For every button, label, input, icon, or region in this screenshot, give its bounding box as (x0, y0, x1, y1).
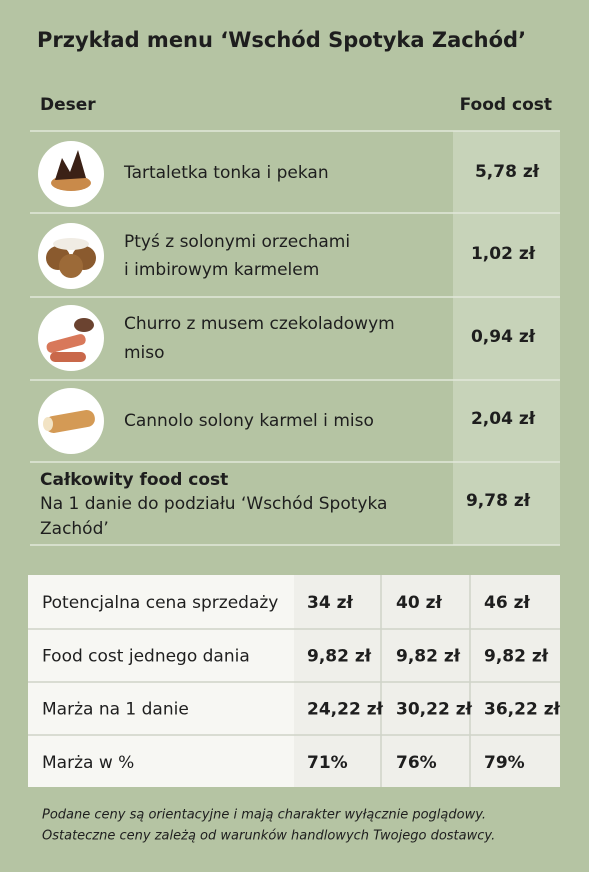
dessert-name: miso (124, 343, 165, 363)
dessert-name: Cannolo solony karmel i miso (124, 411, 374, 431)
value-columns (294, 575, 560, 787)
cell-value: 24,22 zł (307, 700, 384, 720)
dessert-name: Ptyś z solonymi orzechami (124, 232, 350, 252)
row-label: Food cost jednego dania (42, 646, 250, 666)
cell-value: 46 zł (484, 593, 530, 613)
header-dessert: Deser (40, 95, 96, 115)
cell-value: 79% (484, 753, 525, 773)
dessert-name: Churro z musem czekoladowym (124, 314, 395, 334)
row-label: Marża na 1 danie (42, 700, 189, 720)
cell-value: 40 zł (396, 593, 442, 613)
cell-value: 36,22 zł (484, 700, 561, 720)
price-cells: Potencjalna cena sprzedaży 34 zł 40 zł 46 z… (42, 593, 561, 773)
cell-value: 71% (307, 753, 348, 773)
dessert-image (38, 223, 104, 289)
food-cost: 1,02 zł (471, 244, 536, 264)
food-cost: 0,94 zł (471, 327, 536, 347)
dessert-image (38, 305, 104, 371)
cell-value: 76% (396, 753, 437, 773)
row-separators (30, 130, 560, 546)
dessert-image (38, 388, 104, 454)
total-label: Całkowity food cost (40, 470, 228, 490)
cell-value: 34 zł (307, 593, 353, 613)
total-description: Zachód’ (40, 519, 109, 539)
food-cost: 2,04 zł (471, 409, 536, 429)
cell-value: 30,22 zł (396, 700, 473, 720)
footnote: Podane ceny są orientacyjne i mają chara… (42, 808, 486, 823)
dessert-name: Tartaletka tonka i pekan (123, 163, 329, 183)
title: Przykład menu ‘Wschód Spotyka Zachód’ (37, 28, 526, 52)
cell-value: 9,82 zł (307, 646, 372, 666)
total-cost: 9,78 zł (466, 491, 531, 511)
food-cost: 5,78 zł (475, 162, 540, 182)
price-table (28, 575, 560, 787)
dessert-image (38, 141, 104, 207)
footnote: Ostateczne ceny zależą od warunków handl… (42, 829, 495, 844)
total-description: Na 1 danie do podziału ‘Wschód Spotyka (40, 494, 387, 514)
dessert-name: i imbirowym karmelem (124, 260, 319, 280)
row-label: Potencjalna cena sprzedaży (42, 593, 278, 613)
cost-column (453, 131, 560, 545)
header-food-cost: Food cost (460, 95, 552, 115)
cell-value: 9,82 zł (396, 646, 461, 666)
cell-value: 9,82 zł (484, 646, 549, 666)
row-label: Marża w % (42, 753, 134, 773)
